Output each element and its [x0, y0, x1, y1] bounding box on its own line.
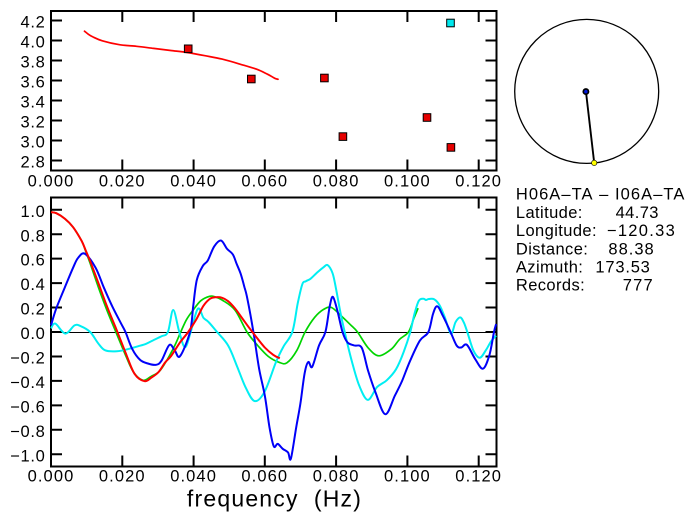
svg-text:3.4: 3.4 [20, 94, 45, 112]
svg-text:4.0: 4.0 [20, 34, 45, 52]
svg-text:0.000: 0.000 [28, 468, 75, 486]
svg-text:0.040: 0.040 [170, 173, 217, 191]
svg-text:4.2: 4.2 [20, 14, 45, 32]
svg-text:3.6: 3.6 [20, 74, 45, 92]
svg-text:0.100: 0.100 [384, 173, 431, 191]
svg-text:−0.8: −0.8 [10, 423, 45, 441]
svg-text:0.060: 0.060 [241, 173, 288, 191]
svg-text:0.8: 0.8 [20, 227, 45, 245]
svg-text:0.0: 0.0 [20, 325, 45, 343]
svg-text:Records:: Records: [516, 277, 585, 295]
svg-text:Longitude:: Longitude: [516, 222, 597, 240]
svg-text:−0.6: −0.6 [10, 399, 45, 417]
svg-text:2.8: 2.8 [20, 154, 45, 172]
svg-text:0.120: 0.120 [455, 173, 502, 191]
svg-text:3.0: 3.0 [20, 134, 45, 152]
svg-text:44.73: 44.73 [616, 204, 659, 222]
svg-text:0.020: 0.020 [99, 468, 146, 486]
svg-text:1.0: 1.0 [20, 203, 45, 221]
svg-text:173.53: 173.53 [595, 259, 650, 277]
svg-text:88.38: 88.38 [608, 241, 654, 259]
svg-text:0.100: 0.100 [384, 468, 431, 486]
svg-text:0.040: 0.040 [170, 468, 217, 486]
svg-text:0.060: 0.060 [241, 468, 288, 486]
svg-text:3.2: 3.2 [20, 114, 45, 132]
svg-text:−1.0: −1.0 [10, 447, 45, 465]
svg-text:0.080: 0.080 [313, 173, 360, 191]
svg-text:Latitude:: Latitude: [516, 204, 583, 222]
svg-text:0.020: 0.020 [99, 173, 146, 191]
svg-text:3.8: 3.8 [20, 54, 45, 72]
svg-text:0.4: 0.4 [20, 276, 45, 294]
svg-text:Azimuth:: Azimuth: [516, 259, 583, 277]
svg-text:0.2: 0.2 [20, 301, 45, 319]
svg-text:−0.2: −0.2 [10, 350, 45, 368]
svg-text:Distance:: Distance: [516, 241, 588, 259]
svg-text:777: 777 [623, 277, 654, 295]
svg-text:0.080: 0.080 [313, 468, 360, 486]
svg-text:0.120: 0.120 [455, 468, 502, 486]
svg-text:0.6: 0.6 [20, 252, 45, 270]
svg-text:−0.4: −0.4 [10, 374, 45, 392]
svg-text:H06A–TA – I06A–TA: H06A–TA – I06A–TA [516, 185, 685, 203]
svg-text:0.000: 0.000 [28, 173, 75, 191]
svg-text:−120.33: −120.33 [607, 222, 676, 240]
svg-text:frequency (Hz): frequency (Hz) [187, 486, 362, 512]
